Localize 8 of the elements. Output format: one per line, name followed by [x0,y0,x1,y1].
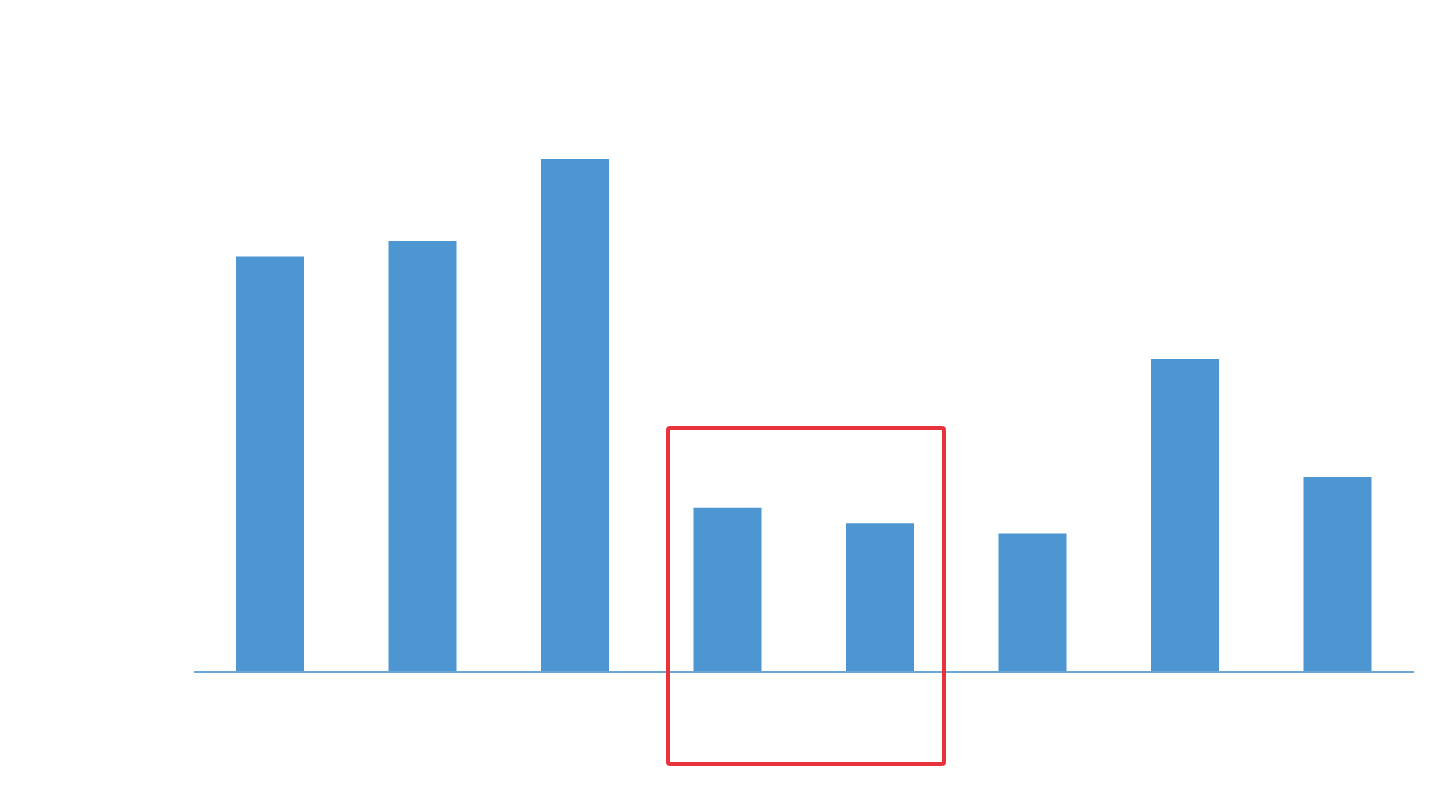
bar [541,158,609,672]
bar [998,533,1067,672]
bar [236,256,304,672]
bar [1151,359,1219,672]
bar [388,240,457,672]
bar [693,507,762,672]
bar [846,523,914,672]
bar [1303,477,1372,672]
